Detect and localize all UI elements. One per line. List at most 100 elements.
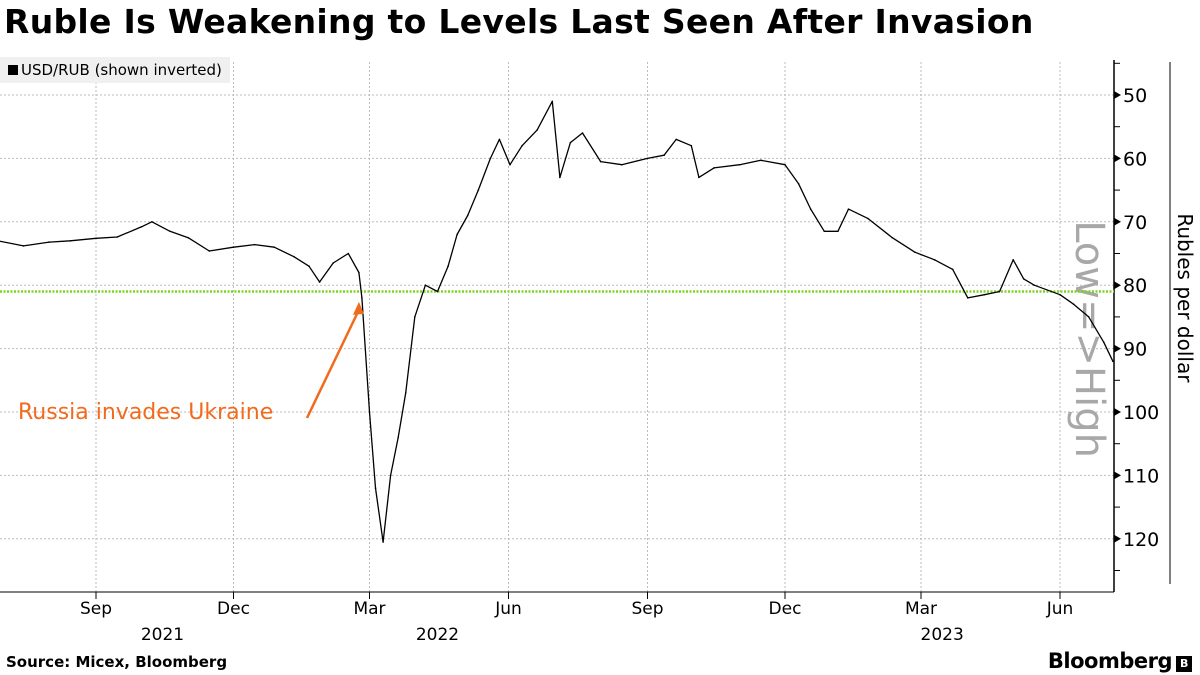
data-point bbox=[998, 290, 1001, 293]
data-point bbox=[847, 208, 850, 210]
data-point bbox=[698, 176, 700, 179]
data-point bbox=[489, 157, 492, 160]
y-tick-label: 120 bbox=[1123, 529, 1159, 551]
legend-label: USD/RUB (shown inverted) bbox=[21, 61, 222, 79]
data-point bbox=[347, 252, 350, 255]
data-point bbox=[151, 221, 153, 223]
data-point bbox=[48, 241, 50, 243]
y-tick-label: 70 bbox=[1123, 212, 1147, 234]
x-tick-label: Dec bbox=[769, 599, 802, 619]
y-tick-label: 110 bbox=[1123, 465, 1159, 487]
data-point bbox=[397, 436, 399, 439]
data-point bbox=[273, 246, 276, 248]
data-point bbox=[477, 189, 480, 191]
data-point bbox=[447, 265, 449, 267]
data-point bbox=[404, 392, 407, 394]
direction-label: Low=>High bbox=[1066, 220, 1112, 458]
data-point bbox=[140, 226, 143, 228]
y-tick bbox=[1114, 154, 1121, 163]
data-point bbox=[867, 217, 869, 220]
data-point bbox=[1033, 284, 1036, 287]
x-tick-label: Jun bbox=[494, 599, 522, 619]
data-point bbox=[382, 541, 384, 543]
annotation-label: Russia invades Ukraine bbox=[18, 400, 273, 425]
bloomberg-logo: Bloomberg B bbox=[1048, 649, 1192, 673]
source-note: Source: Micex, Bloomberg bbox=[6, 653, 228, 671]
data-point bbox=[713, 167, 715, 169]
data-point bbox=[22, 245, 25, 247]
data-point bbox=[797, 182, 800, 185]
y-tick bbox=[1114, 217, 1121, 226]
data-point bbox=[663, 154, 665, 157]
data-point bbox=[1072, 303, 1075, 306]
data-point bbox=[436, 290, 439, 293]
logo-mark-icon: B bbox=[1176, 656, 1192, 672]
legend-swatch bbox=[8, 65, 18, 75]
data-point bbox=[116, 236, 118, 238]
x-tick-label: Jun bbox=[1046, 599, 1074, 619]
y-tick bbox=[1114, 471, 1121, 480]
data-point bbox=[967, 297, 969, 299]
x-year-label: 2023 bbox=[921, 625, 964, 645]
data-point bbox=[951, 268, 954, 271]
data-point bbox=[208, 250, 211, 252]
data-point bbox=[536, 129, 539, 131]
data-point bbox=[389, 474, 392, 477]
y-tick bbox=[1114, 281, 1121, 290]
data-point bbox=[69, 240, 72, 242]
data-point bbox=[933, 259, 936, 261]
data-point bbox=[837, 230, 839, 233]
data-point bbox=[569, 141, 572, 144]
data-point bbox=[293, 255, 295, 258]
data-point bbox=[1012, 259, 1014, 261]
data-point bbox=[559, 176, 561, 179]
data-point bbox=[1087, 316, 1090, 318]
data-point bbox=[414, 316, 416, 318]
data-point bbox=[308, 265, 310, 267]
data-point bbox=[983, 293, 986, 296]
y-tick-label: 60 bbox=[1123, 148, 1147, 170]
x-year-label: 2022 bbox=[416, 625, 459, 645]
y-tick-label: 80 bbox=[1123, 275, 1147, 297]
data-point bbox=[891, 236, 894, 239]
legend: USD/RUB (shown inverted) bbox=[0, 57, 230, 83]
x-tick-label: Sep bbox=[631, 599, 663, 619]
data-point bbox=[374, 487, 377, 489]
data-point bbox=[621, 163, 623, 166]
data-point bbox=[823, 230, 826, 233]
data-point bbox=[760, 159, 762, 162]
data-point bbox=[809, 208, 812, 210]
x-tick-label: Mar bbox=[353, 599, 385, 619]
data-point bbox=[253, 243, 256, 246]
data-point bbox=[368, 411, 371, 413]
data-point bbox=[358, 271, 360, 274]
data-point bbox=[521, 144, 523, 147]
data-point bbox=[914, 251, 916, 254]
data-point bbox=[646, 157, 649, 160]
x-year-label: 2021 bbox=[141, 625, 184, 645]
x-tick-label: Mar bbox=[905, 599, 937, 619]
data-point bbox=[1059, 293, 1061, 296]
data-point bbox=[551, 100, 554, 103]
y-tick-label: 50 bbox=[1123, 85, 1147, 107]
annotation-arrow bbox=[305, 309, 361, 419]
y-tick bbox=[1114, 408, 1121, 416]
data-point bbox=[509, 163, 511, 166]
data-point bbox=[675, 138, 678, 141]
data-point bbox=[498, 138, 501, 141]
data-point bbox=[361, 297, 363, 299]
annotation-arrowhead bbox=[352, 301, 364, 315]
data-point bbox=[1103, 341, 1105, 344]
data-point bbox=[169, 230, 171, 233]
data-point bbox=[599, 160, 602, 163]
y-axis-label: Rubles per dollar bbox=[1173, 213, 1197, 383]
y-tick-label: 100 bbox=[1123, 402, 1159, 424]
data-point bbox=[456, 233, 458, 236]
data-point bbox=[187, 236, 189, 239]
y-tick bbox=[1114, 534, 1121, 543]
chart-title: Ruble Is Weakening to Levels Last Seen A… bbox=[4, 2, 1034, 41]
data-point bbox=[1112, 360, 1114, 363]
data-point bbox=[232, 246, 235, 248]
data-point bbox=[1022, 278, 1025, 280]
